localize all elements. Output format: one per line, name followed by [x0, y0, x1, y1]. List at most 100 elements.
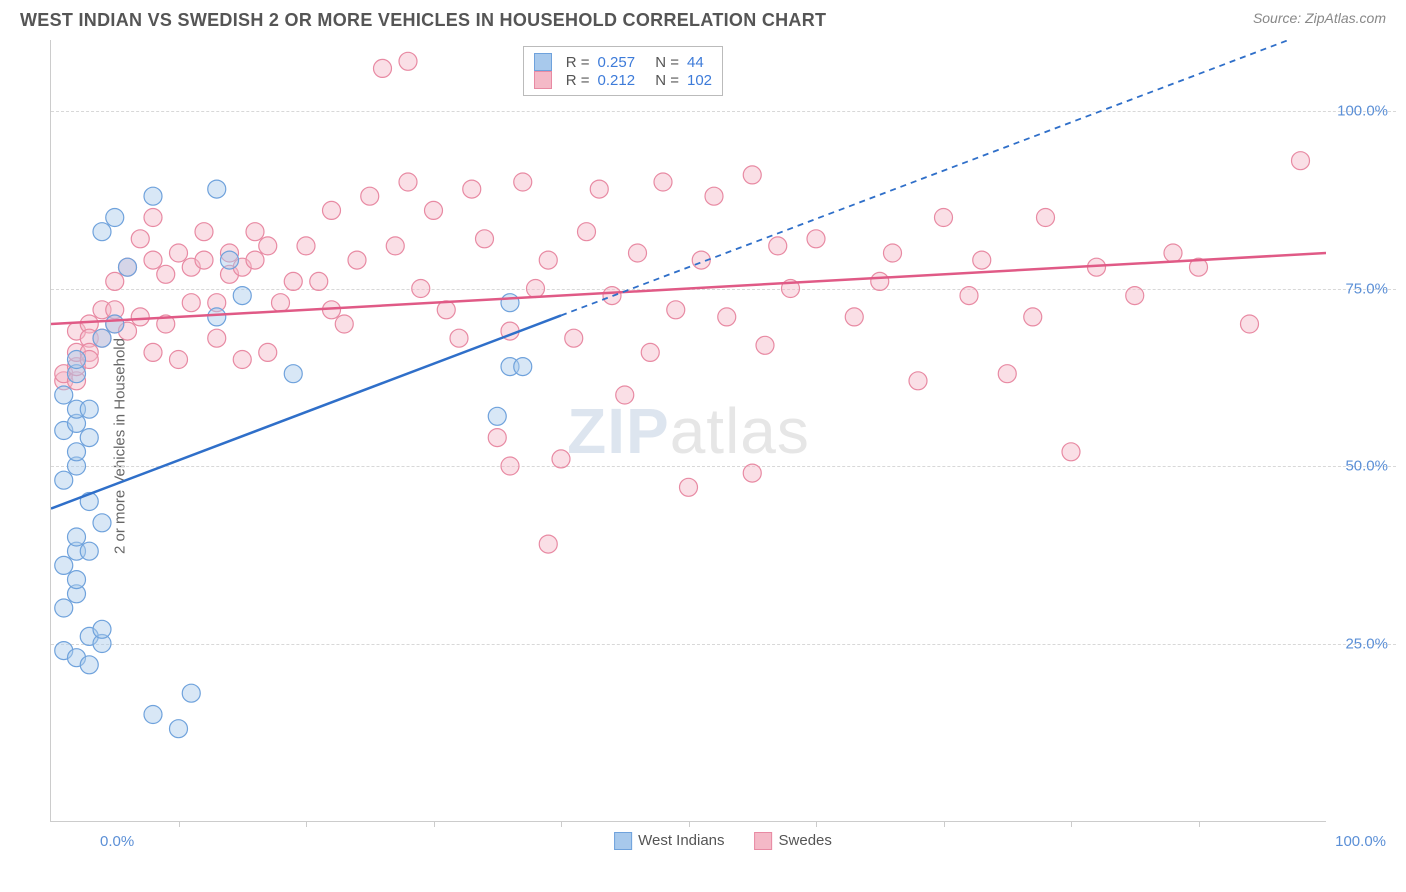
scatter-point	[68, 528, 86, 546]
scatter-point	[93, 620, 111, 638]
y-tick-label: 25.0%	[1345, 635, 1388, 652]
y-tick-label: 100.0%	[1337, 103, 1388, 120]
scatter-point	[80, 429, 98, 447]
scatter-point	[68, 443, 86, 461]
scatter-point	[845, 308, 863, 326]
scatter-point	[616, 386, 634, 404]
scatter-point	[106, 272, 124, 290]
scatter-point	[807, 230, 825, 248]
stats-row-1: R = 0.257 N = 44	[534, 53, 712, 71]
scatter-point	[170, 244, 188, 262]
scatter-point	[55, 599, 73, 617]
r-value-1: 0.257	[598, 54, 636, 71]
n-label: N =	[655, 72, 679, 89]
x-max-label: 100.0%	[1335, 833, 1386, 850]
scatter-point	[195, 251, 213, 269]
scatter-point	[119, 258, 137, 276]
scatter-point	[425, 201, 443, 219]
scatter-point	[654, 173, 672, 191]
scatter-point	[1024, 308, 1042, 326]
scatter-point	[501, 294, 519, 312]
scatter-point	[743, 166, 761, 184]
source-prefix: Source:	[1253, 10, 1305, 26]
scatter-point	[463, 180, 481, 198]
scatter-point	[539, 251, 557, 269]
scatter-point	[144, 706, 162, 724]
scatter-point	[935, 209, 953, 227]
scatter-point	[1292, 152, 1310, 170]
scatter-point	[476, 230, 494, 248]
n-value-2: 102	[687, 72, 712, 89]
scatter-point	[501, 457, 519, 475]
scatter-point	[871, 272, 889, 290]
scatter-point	[884, 244, 902, 262]
scatter-point	[80, 542, 98, 560]
scatter-point	[170, 351, 188, 369]
scatter-svg	[51, 40, 1326, 821]
scatter-point	[170, 720, 188, 738]
correlation-stats-box: R = 0.257 N = 44 R = 0.212 N = 102	[523, 46, 723, 96]
scatter-point	[208, 329, 226, 347]
scatter-point	[1037, 209, 1055, 227]
scatter-point	[144, 343, 162, 361]
scatter-point	[361, 187, 379, 205]
scatter-point	[705, 187, 723, 205]
y-tick-label: 75.0%	[1345, 280, 1388, 297]
legend-item-2: Swedes	[755, 832, 832, 850]
trend-line	[51, 315, 561, 508]
r-label: R =	[566, 54, 590, 71]
x-tick	[1071, 821, 1072, 827]
plot-area: ZIPatlas R = 0.257 N = 44 R = 0.212 N = …	[50, 40, 1326, 822]
scatter-point	[246, 223, 264, 241]
x-tick	[944, 821, 945, 827]
x-tick	[816, 821, 817, 827]
scatter-point	[80, 400, 98, 418]
scatter-point	[386, 237, 404, 255]
scatter-point	[756, 336, 774, 354]
legend-swatch-2	[755, 832, 773, 850]
scatter-point	[374, 59, 392, 77]
n-value-1: 44	[687, 54, 704, 71]
scatter-point	[998, 365, 1016, 383]
scatter-point	[399, 173, 417, 191]
scatter-point	[195, 223, 213, 241]
scatter-point	[106, 315, 124, 333]
scatter-point	[144, 187, 162, 205]
scatter-point	[578, 223, 596, 241]
scatter-point	[93, 514, 111, 532]
scatter-point	[412, 280, 430, 298]
scatter-point	[718, 308, 736, 326]
scatter-point	[55, 556, 73, 574]
scatter-point	[552, 450, 570, 468]
scatter-point	[246, 251, 264, 269]
scatter-point	[272, 294, 290, 312]
scatter-point	[93, 223, 111, 241]
x-tick	[1199, 821, 1200, 827]
x-tick	[306, 821, 307, 827]
x-tick	[434, 821, 435, 827]
scatter-point	[284, 272, 302, 290]
bottom-legend: West Indians Swedes	[614, 832, 832, 850]
scatter-point	[182, 684, 200, 702]
x-tick	[561, 821, 562, 827]
x-tick	[689, 821, 690, 827]
legend-label-1: West Indians	[638, 832, 724, 849]
n-label: N =	[655, 54, 679, 71]
scatter-point	[667, 301, 685, 319]
scatter-point	[960, 287, 978, 305]
scatter-point	[259, 343, 277, 361]
scatter-point	[233, 351, 251, 369]
scatter-point	[539, 535, 557, 553]
scatter-point	[144, 209, 162, 227]
scatter-point	[1164, 244, 1182, 262]
scatter-point	[527, 280, 545, 298]
scatter-point	[450, 329, 468, 347]
scatter-point	[1062, 443, 1080, 461]
scatter-point	[488, 407, 506, 425]
scatter-point	[488, 429, 506, 447]
chart-header: WEST INDIAN VS SWEDISH 2 OR MORE VEHICLE…	[0, 0, 1406, 39]
scatter-point	[208, 308, 226, 326]
scatter-point	[514, 173, 532, 191]
scatter-point	[323, 201, 341, 219]
scatter-point	[399, 52, 417, 70]
